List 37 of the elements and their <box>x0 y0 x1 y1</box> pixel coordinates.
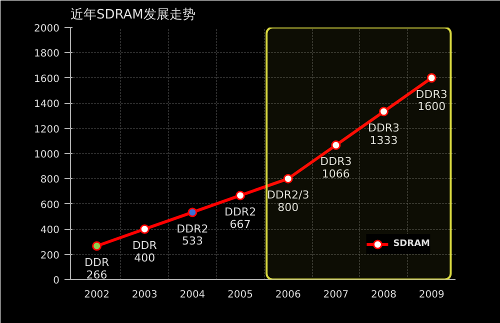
y-tick-label: 1400 <box>34 99 60 110</box>
x-tick-label: 2007 <box>323 290 349 300</box>
point <box>426 73 436 83</box>
data-label: DDR2 667 <box>224 205 256 231</box>
x-tick-label: 2006 <box>275 290 301 300</box>
chart-title: 近年SDRAM发展走势 <box>70 8 196 22</box>
point <box>140 224 150 234</box>
y-tick-label: 1000 <box>34 150 60 160</box>
x-tick-label: 2003 <box>132 290 158 300</box>
x-tick-label: 2005 <box>228 290 254 300</box>
y-tick-label: 200 <box>40 250 60 262</box>
point <box>283 174 293 184</box>
data-label: DDR3 1066 <box>320 155 352 181</box>
point <box>379 106 389 116</box>
data-label: DDR3 1333 <box>368 122 400 147</box>
x-tick-label: 2008 <box>371 290 396 300</box>
point <box>331 140 341 150</box>
data-label: DDR 400 <box>132 239 158 264</box>
y-tick-label: 1800 <box>34 48 60 60</box>
data-label: DDR2/3 800 <box>266 188 310 214</box>
y-tick-label: 1600 <box>34 74 60 85</box>
point <box>188 208 198 218</box>
y-tick-label: 1200 <box>34 124 60 136</box>
x-tick-label: 2004 <box>180 290 206 300</box>
y-tick-label: 400 <box>40 225 60 236</box>
x-tick-label: 2002 <box>84 290 110 300</box>
point <box>92 241 102 251</box>
data-label: DDR 266 <box>84 256 110 282</box>
point <box>236 190 246 200</box>
legend-label: SDRAM <box>393 239 430 249</box>
y-tick-label: 800 <box>40 174 60 186</box>
y-tick-label: 2000 <box>34 24 60 34</box>
data-label: DDR2 533 <box>176 222 208 248</box>
data-label: DDR3 1600 <box>416 88 448 114</box>
y-tick-label: 0 <box>53 276 60 286</box>
y-tick-label: 600 <box>40 200 60 211</box>
x-tick-label: 2009 <box>418 290 444 300</box>
